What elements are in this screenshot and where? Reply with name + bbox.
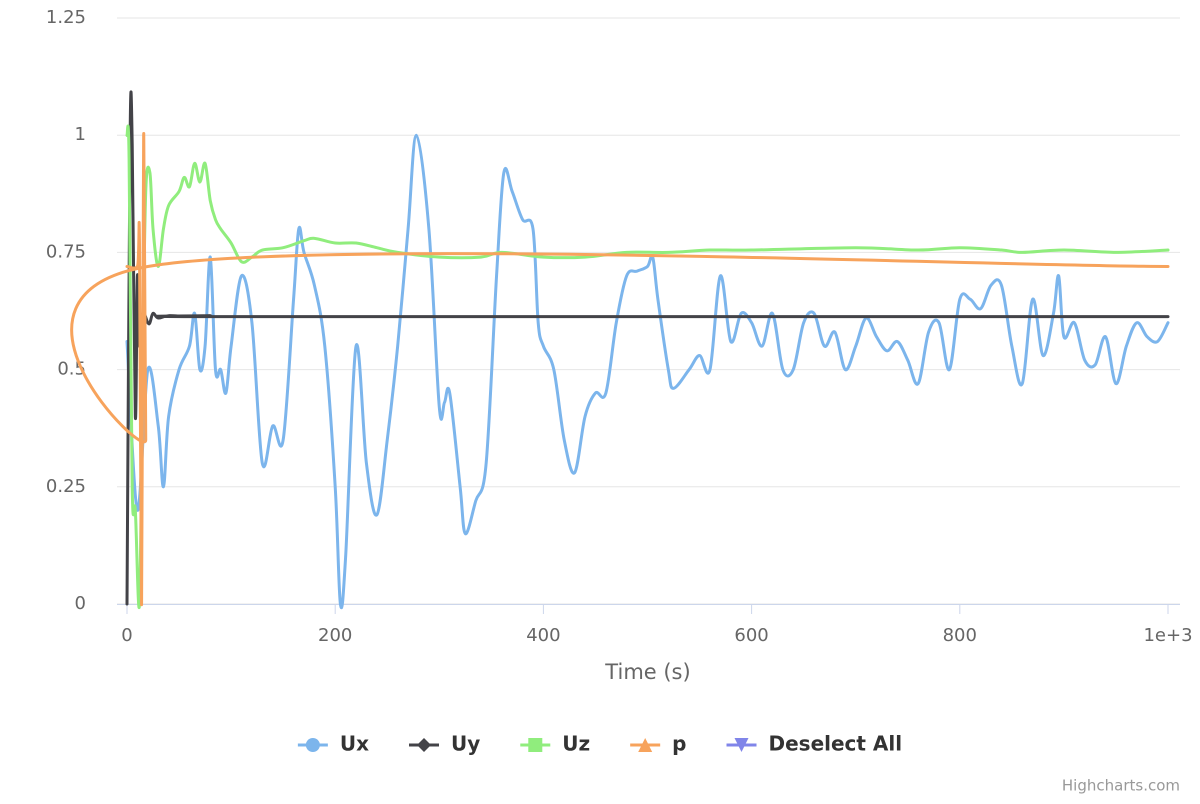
x-tick-label: 800 [943,625,977,646]
y-tick-label: 0.25 [46,476,86,497]
legend-item[interactable]: Uz [520,732,590,756]
x-tick-label: 600 [734,625,768,646]
y-tick-label: 0 [75,593,86,614]
series-line [125,90,1170,606]
x-tick-label: 400 [526,625,560,646]
legend-symbol [305,738,320,752]
legend-symbol [417,738,432,752]
x-tick-label: 200 [318,625,352,646]
series-line [125,124,1170,609]
x-tick-label: 0 [121,625,132,646]
y-tick-label: 0.75 [46,241,86,262]
x-axis-title: Time (s) [604,660,690,684]
legend-item[interactable]: Ux [297,732,369,756]
legend-label: Ux [340,732,369,756]
credits[interactable]: Highcharts.com [1062,777,1180,795]
series-line [125,133,1170,610]
legend-symbol [734,738,749,752]
series-line [70,132,1170,606]
legend-symbol [638,738,653,752]
x-tick-label: 1e+3 [1143,625,1192,646]
legend-item[interactable]: Uy [409,732,480,756]
legend-item[interactable]: Deselect All [726,732,903,756]
legend-label: Uy [451,732,480,756]
legend-symbol [528,738,543,752]
legend-label: Deselect All [769,732,903,756]
y-tick-label: 1 [75,124,86,145]
legend-label: p [672,732,686,756]
y-tick-label: 1.25 [46,7,86,28]
legend-label: Uz [562,732,590,756]
legend-item[interactable]: p [630,732,687,756]
